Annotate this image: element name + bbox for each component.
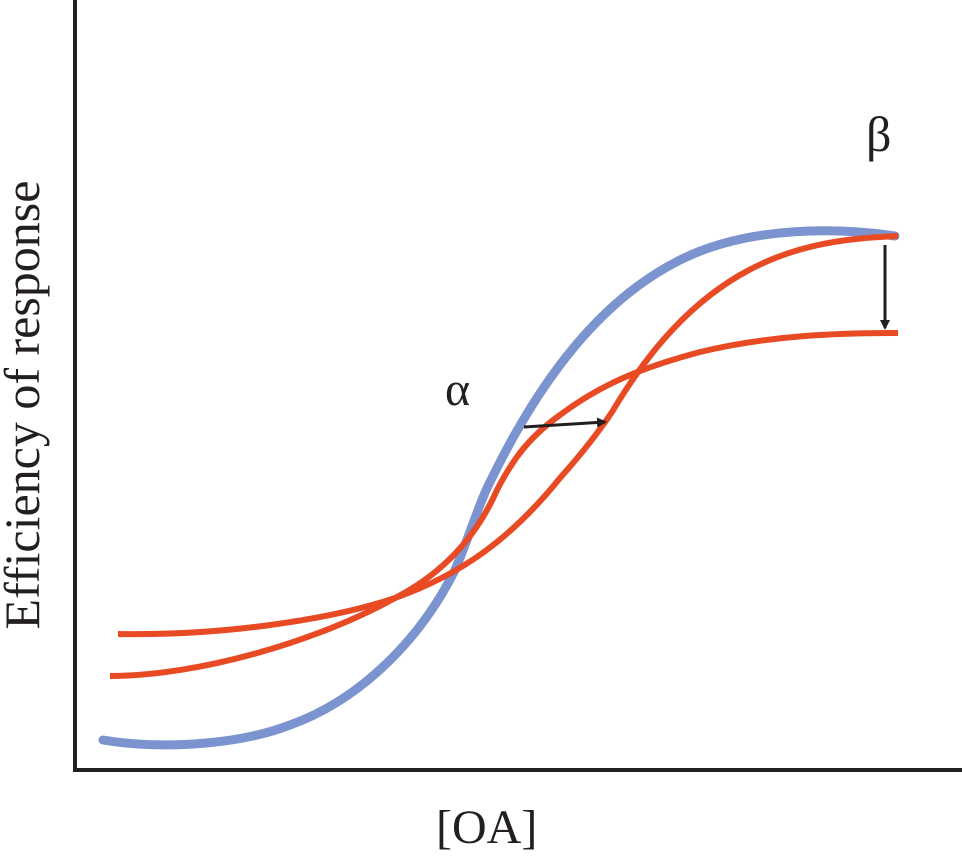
reference-curve xyxy=(98,226,900,750)
shifted-curve-alpha xyxy=(117,233,899,638)
y-axis-label: Efficiency of response xyxy=(0,180,50,630)
alpha-arrow xyxy=(523,417,607,429)
alpha-label: α xyxy=(445,363,471,416)
beta-label: β xyxy=(866,106,892,162)
x-axis-label: [OA] xyxy=(436,801,538,854)
depressed-curve-beta xyxy=(109,330,899,679)
